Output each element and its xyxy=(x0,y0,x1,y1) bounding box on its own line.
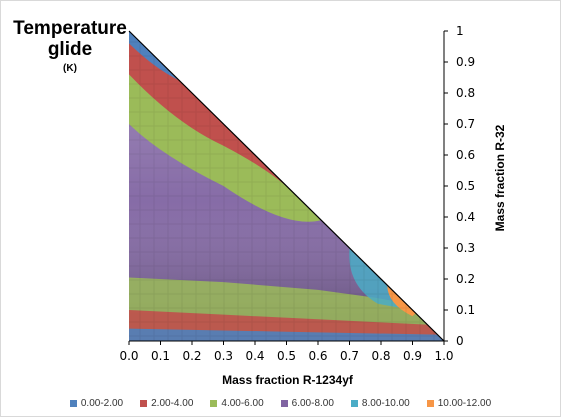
y-tick-label: 0.9 xyxy=(456,55,475,69)
legend-label: 2.00-4.00 xyxy=(151,398,194,409)
x-tick-label: 0.7 xyxy=(340,349,359,363)
y-tick-label: 0.4 xyxy=(456,210,475,224)
legend-item: 8.00-10.00 xyxy=(350,398,410,409)
x-tick-label: 0.0 xyxy=(119,349,138,363)
legend-swatch xyxy=(280,400,288,407)
x-tick-label: 0.3 xyxy=(214,349,233,363)
y-tick-label: 0 xyxy=(456,334,464,348)
legend: 0.00-2.00 2.00-4.00 4.00-6.00 6.00-8.00 8.00… xyxy=(0,398,561,409)
y-tick-label: 0.1 xyxy=(456,303,475,317)
y-tick-label: 0.2 xyxy=(456,272,475,286)
x-tick-label: 0.8 xyxy=(371,349,390,363)
title-line-2: glide xyxy=(47,39,93,61)
axes: 0.0 0.1 0.2 0.3 0.4 0.5 0.6 0.7 0.8 0.9 1.00 0.1 0.2… xyxy=(119,24,475,363)
legend-item: 6.00-8.00 xyxy=(280,398,334,409)
y-tick-label: 0.5 xyxy=(456,179,475,193)
legend-label: 0.00-2.00 xyxy=(80,398,124,409)
x-tick-label: 0.2 xyxy=(182,349,201,363)
legend-swatch xyxy=(350,400,358,407)
hypotenuse-line xyxy=(128,30,445,342)
legend-label: 6.00-8.00 xyxy=(291,398,334,409)
x-tick-label: 0.5 xyxy=(277,349,296,363)
y-axis-label-text: Mass fraction R-32 xyxy=(493,124,507,232)
x-tick-label: 0.6 xyxy=(308,349,327,363)
legend-item: 0.00-2.00 xyxy=(69,398,124,409)
chart-title: Temperature glide (K) xyxy=(6,18,134,74)
legend-swatch xyxy=(210,400,218,407)
y-tick-label: 1 xyxy=(456,24,464,38)
x-tick-label: 0.4 xyxy=(245,349,264,363)
x-tick-label: 0.9 xyxy=(403,349,422,363)
legend-swatch xyxy=(426,400,434,407)
x-axis-label: Mass fraction R-1234yf xyxy=(222,373,353,387)
legend-item: 2.00-4.00 xyxy=(140,398,193,409)
title-line-1: Temperature xyxy=(13,18,127,39)
title-unit: (K) xyxy=(63,62,77,74)
y-tick-label: 0.8 xyxy=(456,86,475,100)
legend-item: 4.00-6.00 xyxy=(210,398,264,409)
y-tick-label: 0.7 xyxy=(456,117,475,131)
y-tick-label: 0.6 xyxy=(456,148,475,162)
legend-swatch xyxy=(69,400,77,407)
x-tick-label: 1.0 xyxy=(434,349,453,363)
legend-label: 8.00-10.00 xyxy=(361,398,410,409)
legend-item: 10.00-12.00 xyxy=(426,398,492,409)
x-tick-label: 0.1 xyxy=(151,349,170,363)
legend-label: 4.00-6.00 xyxy=(221,398,264,409)
legend-swatch xyxy=(140,400,148,407)
y-tick-label: 0.3 xyxy=(456,241,475,255)
legend-label: 10.00-12.00 xyxy=(437,398,492,409)
